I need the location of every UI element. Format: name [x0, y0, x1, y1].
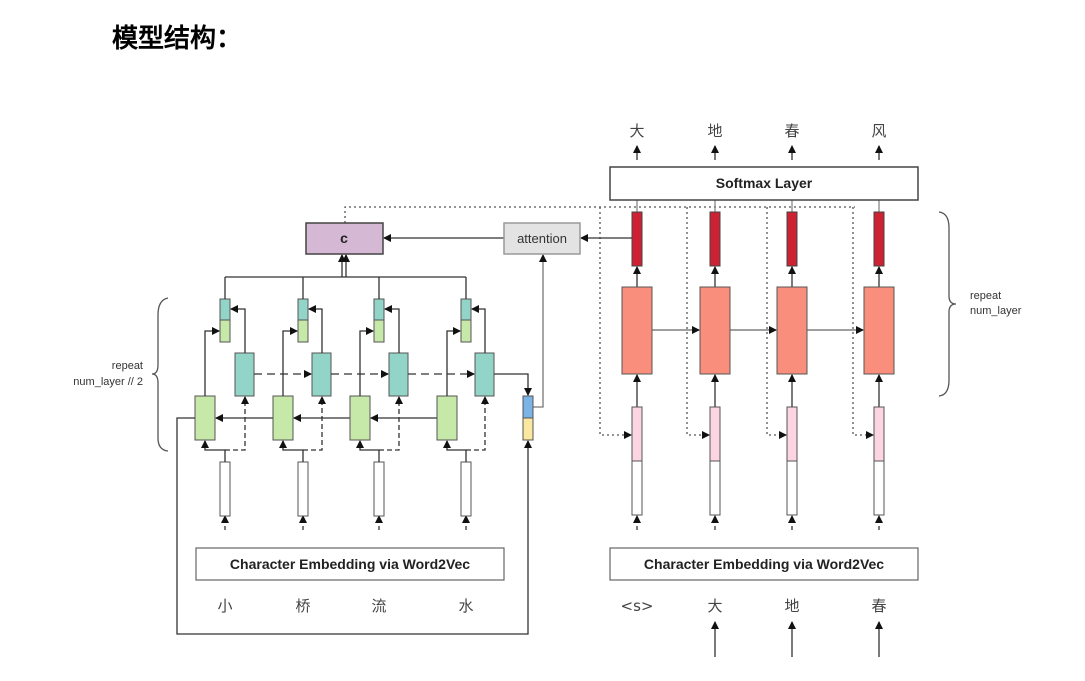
backward-lstm-cell: [234, 352, 255, 397]
encoder-input-char: 桥: [295, 597, 310, 615]
decoder-output-char: 春: [784, 122, 799, 140]
backward-lstm-cell: [474, 352, 495, 397]
decoder-output-char: 风: [871, 122, 886, 140]
backward-final-to-state: [494, 373, 532, 396]
backward-to-concat: [308, 305, 323, 353]
state-to-attention: [533, 254, 547, 408]
encoder-input-char: 水: [458, 597, 473, 615]
decoder-lstm-cell: [776, 286, 808, 375]
context-broadcast: [344, 206, 855, 223]
forward-to-concat: [204, 327, 220, 396]
encoder-input-char: 流: [371, 597, 386, 615]
decoder-embedding-vector: [631, 460, 643, 516]
concat-teal: [297, 298, 309, 321]
context-to-input: [766, 207, 787, 439]
embed-to-lstm: [201, 440, 226, 462]
backward-to-concat: [384, 305, 400, 353]
encoder-embedding-vector: [219, 461, 231, 517]
decoder-input-context: [786, 406, 798, 462]
attention-box: [503, 222, 581, 255]
decoder-output-state: [631, 211, 643, 267]
encoder-embedding-label: Character Embedding via Word2Vec: [230, 556, 470, 572]
backward-lstm-cell: [311, 352, 332, 397]
backward-lstm-cell: [388, 352, 409, 397]
embed-to-backward: [303, 396, 326, 451]
encoder-embedding-vector: [297, 461, 309, 517]
embed-to-backward: [466, 396, 489, 451]
decoder-input-context: [873, 406, 885, 462]
backward-to-concat: [471, 305, 486, 353]
forward-lstm-cell: [194, 395, 216, 441]
encoder-input-char: 小: [217, 597, 232, 615]
softmax-box: [609, 166, 919, 201]
embed-to-lstm: [279, 440, 304, 462]
decoder-output-state: [873, 211, 885, 267]
context-to-input: [599, 207, 632, 439]
embed-to-lstm: [356, 440, 380, 462]
forward-to-concat: [359, 327, 374, 396]
decoder-output-state: [786, 211, 798, 267]
page-title: 模型结构：: [112, 24, 243, 54]
encoder-embedding-vector: [373, 461, 385, 517]
embed-to-lstm: [443, 440, 467, 462]
decoder-output-state: [709, 211, 721, 267]
forward-to-concat: [446, 327, 461, 396]
encoder-repeat-label-1: repeat: [112, 360, 143, 372]
encoder-state-blue: [522, 395, 534, 419]
concat-green: [297, 319, 309, 343]
decoder-input-char: 地: [784, 597, 799, 615]
encoder-repeat-label-2: num_layer // 2: [73, 376, 143, 388]
encoder-state-yellow: [522, 417, 534, 441]
forward-final-loop: [176, 417, 532, 635]
decoder-lstm-cell: [699, 286, 731, 375]
concat-green: [460, 319, 472, 343]
forward-lstm-cell: [349, 395, 371, 441]
decoder-input-char: <s>: [621, 597, 654, 615]
context-to-input: [686, 207, 710, 439]
decoder-input-context: [709, 406, 721, 462]
embed-to-backward: [225, 396, 249, 451]
decoder-repeat-label-1: repeat: [970, 290, 1001, 302]
softmax-label: Softmax Layer: [716, 175, 813, 191]
forward-to-concat: [282, 327, 298, 396]
forward-lstm-cell: [272, 395, 294, 441]
decoder-output-char: 地: [707, 122, 722, 140]
decoder-embedding-vector: [709, 460, 721, 516]
forward-lstm-cell: [436, 395, 458, 441]
decoder-lstm-cell: [863, 286, 895, 375]
backward-to-concat: [230, 305, 246, 353]
context-label: c: [340, 230, 348, 246]
encoder-repeat-brace: [151, 297, 169, 452]
concat-green: [373, 319, 385, 343]
concat-teal: [373, 298, 385, 321]
decoder-lstm-cell: [621, 286, 653, 375]
decoder-input-context: [631, 406, 643, 462]
decoder-repeat-label-2: num_layer: [970, 305, 1022, 317]
decoder-embedding-label: Character Embedding via Word2Vec: [644, 556, 884, 572]
encoder: [176, 234, 547, 635]
encoder-embedding-vector: [460, 461, 472, 517]
encoder-embedding-box: [195, 547, 505, 581]
decoder-input-char: 大: [707, 597, 722, 615]
decoder: [344, 145, 895, 657]
embed-to-backward: [379, 396, 403, 451]
decoder-embedding-vector: [786, 460, 798, 516]
decoder-embedding-box: [609, 547, 919, 581]
decoder-input-char: 春: [871, 597, 886, 615]
decoder-output-char: 大: [629, 122, 644, 140]
decoder-repeat-brace: [938, 211, 957, 397]
context-to-input: [852, 207, 874, 439]
concat-teal: [460, 298, 472, 321]
context-box: [305, 222, 384, 255]
concat-teal: [219, 298, 231, 321]
decoder-embedding-vector: [873, 460, 885, 516]
concat-green: [219, 319, 231, 343]
attention-label: attention: [517, 231, 567, 246]
